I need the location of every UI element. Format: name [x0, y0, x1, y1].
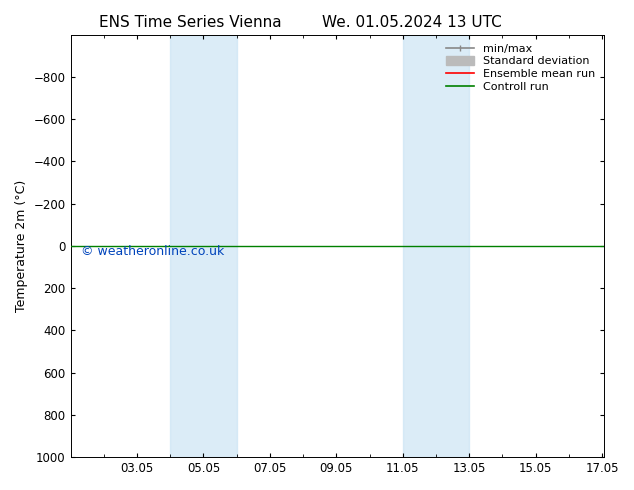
Bar: [170, 35, 236, 457]
Legend: min/max, Standard deviation, Ensemble mean run, Controll run: min/max, Standard deviation, Ensemble me…: [443, 40, 598, 96]
Bar: [403, 35, 469, 457]
Text: ENS Time Series Vienna: ENS Time Series Vienna: [99, 15, 281, 30]
Y-axis label: Temperature 2m (°C): Temperature 2m (°C): [15, 180, 28, 312]
Text: We. 01.05.2024 13 UTC: We. 01.05.2024 13 UTC: [322, 15, 502, 30]
Text: © weatheronline.co.uk: © weatheronline.co.uk: [81, 245, 224, 258]
